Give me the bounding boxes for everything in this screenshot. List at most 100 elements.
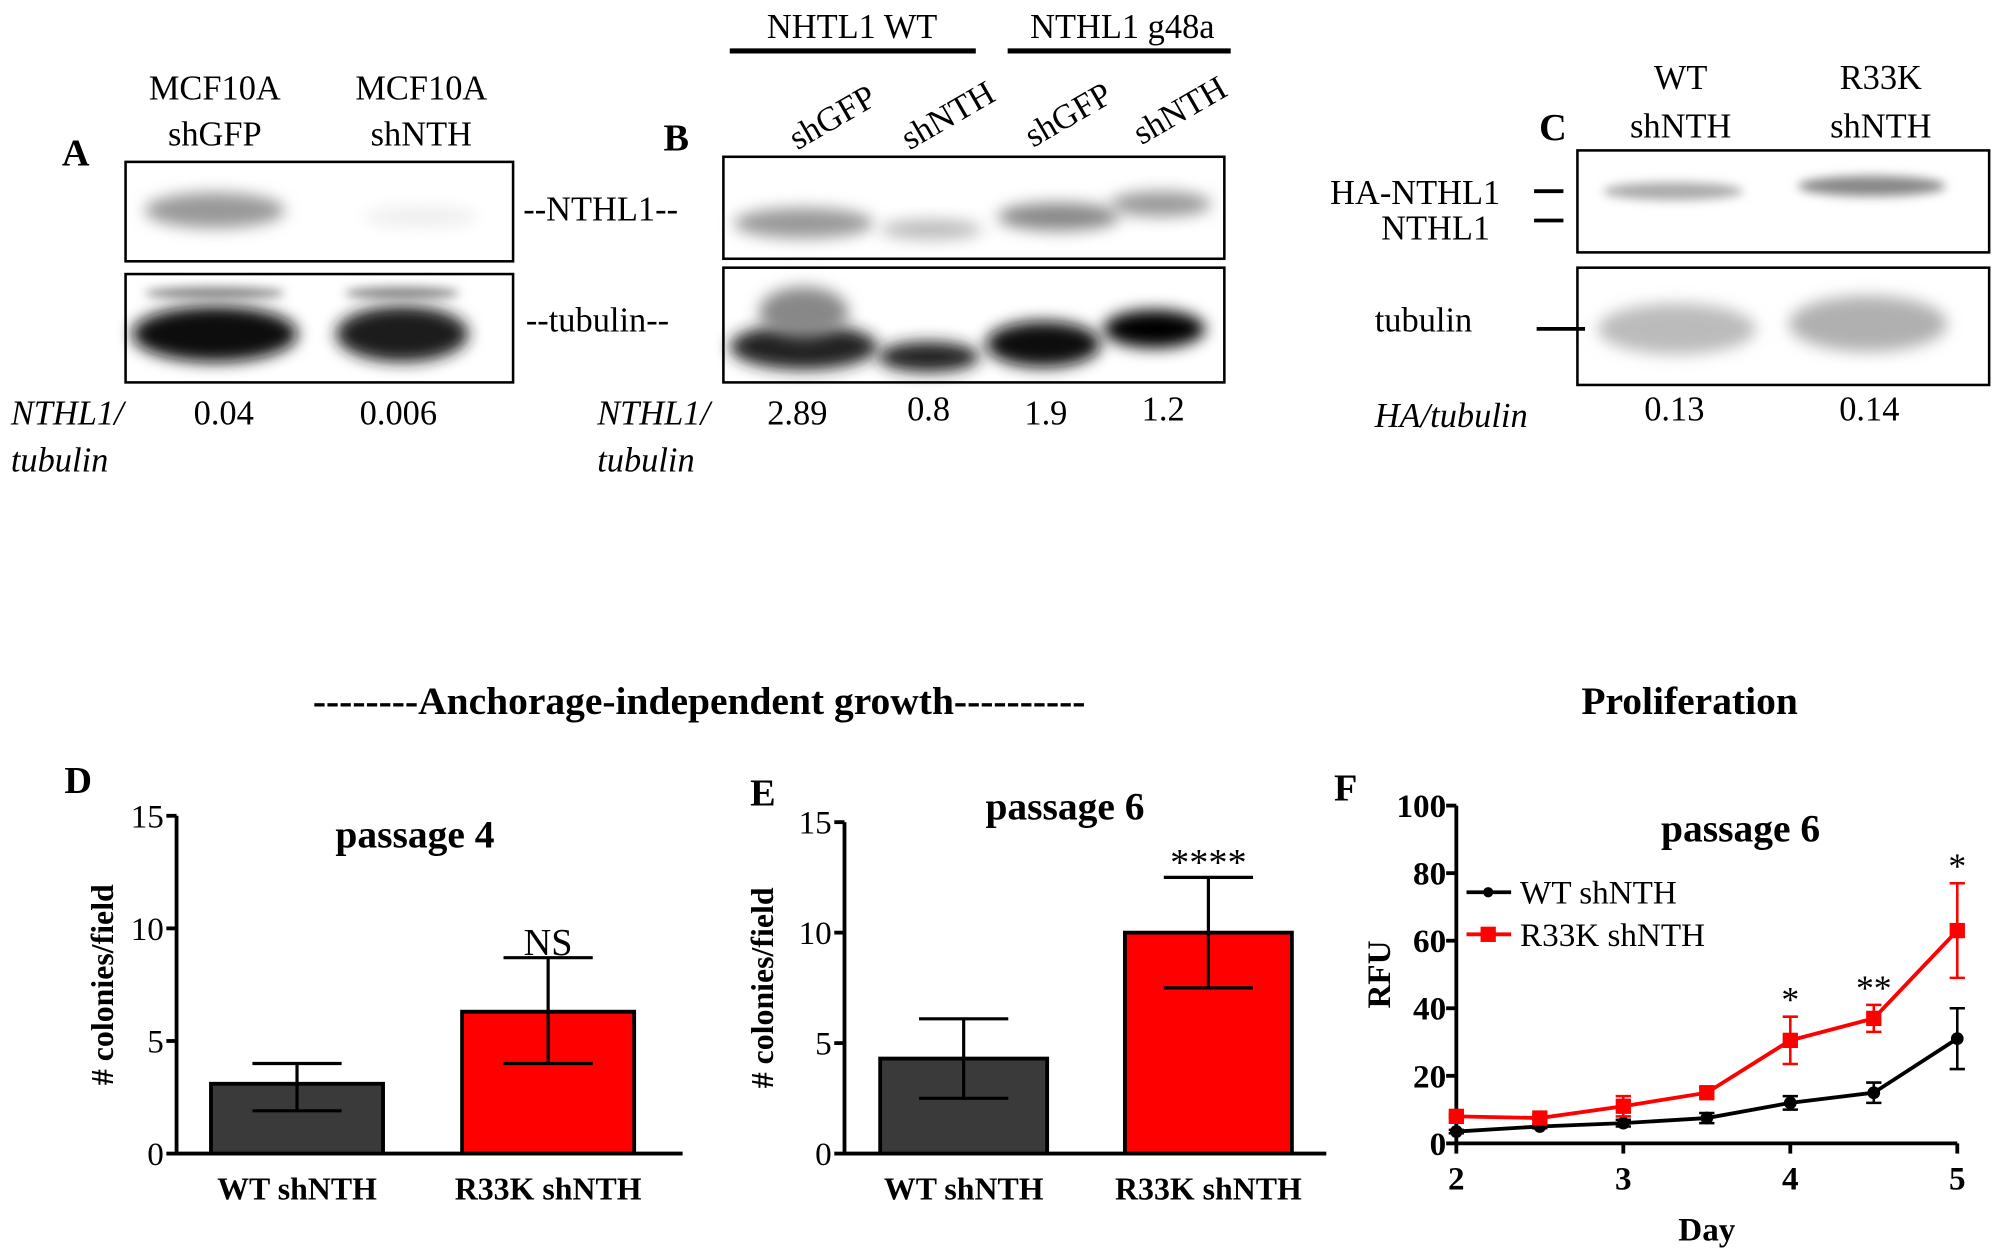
series-wt-shnth: [1448, 1006, 1965, 1138]
legend-marker: [1483, 887, 1494, 898]
ratio-value: 0.04: [194, 394, 254, 432]
y-tick-label: 100: [1396, 788, 1446, 825]
group-label: NHTL1 WT: [767, 8, 937, 46]
panel-label-c: C: [1539, 107, 1567, 149]
blot-tubulin: [722, 266, 1226, 384]
panel-label-b: B: [663, 117, 689, 159]
y-tick-label: 0: [147, 1136, 164, 1173]
ratio-label: NTHL1/: [10, 394, 127, 432]
chart-f: 0 20 40 60 80 100 2 3 4 5 Day RFU passage 6 WT shNTH R…: [1361, 788, 1966, 1248]
blot-tubulin: [1576, 266, 1991, 387]
lane-label: shGFP: [782, 78, 882, 158]
x-tick-label: 5: [1949, 1160, 1966, 1197]
lane-label: shNTH: [371, 115, 472, 153]
y-tick-label: 5: [147, 1023, 164, 1060]
lane-label: R33K: [1840, 59, 1922, 97]
data-point: [1867, 1086, 1881, 1100]
data-point: [1782, 1032, 1798, 1049]
x-tick-label: R33K shNTH: [1115, 1171, 1302, 1206]
y-tick-label: 15: [799, 805, 832, 842]
blot-nthl1: [722, 155, 1226, 261]
ratio-value: 0.14: [1839, 391, 1899, 429]
ratio-label: tubulin: [597, 442, 695, 480]
panel-label-a: A: [62, 133, 90, 175]
x-tick-label: R33K shNTH: [455, 1171, 642, 1206]
data-point: [1783, 1096, 1797, 1110]
lane-label: shNTH: [894, 74, 1001, 158]
y-tick-label: 60: [1413, 923, 1446, 960]
ratio-value: 0.006: [360, 394, 437, 432]
lane-label: MCF10A: [355, 69, 487, 107]
y-axis-label: RFU: [1361, 940, 1398, 1008]
data-point: [1615, 1098, 1631, 1114]
x-tick-label: WT shNTH: [884, 1171, 1044, 1206]
ratio-label: HA/tubulin: [1374, 397, 1528, 435]
significance-label: *: [1781, 980, 1799, 1020]
ratio-label: NTHL1/: [596, 394, 713, 432]
blot-nthl1: [124, 160, 515, 263]
panel-label-f: F: [1334, 767, 1357, 809]
panel-label-e: E: [750, 773, 776, 815]
lane-label: shGFP: [1018, 75, 1118, 155]
y-tick-label: 40: [1413, 991, 1446, 1028]
significance-label: ****: [1170, 842, 1246, 884]
ratio-value: 0.8: [907, 391, 950, 429]
error-bar: [1163, 875, 1254, 990]
chart-d: 0 5 10 15 # colonies/field passage 4 WT shNTH R…: [85, 798, 683, 1206]
significance-label: *: [1948, 846, 1966, 886]
panel-b: B NHTL1 WT NTHL1 g48a shGFP shNTH shGFP …: [596, 8, 1233, 479]
lane-label: shGFP: [168, 115, 262, 153]
data-point: [1448, 1108, 1464, 1125]
y-tick-label: 80: [1413, 856, 1446, 893]
group-label: NTHL1 g48a: [1030, 8, 1214, 46]
y-axis-label: # colonies/field: [745, 887, 780, 1088]
lane-label: WT: [1654, 59, 1708, 97]
panel-c: C WT shNTH R33K shNTH HA-NTHL1 NTHL1 tub…: [1330, 59, 1991, 435]
legend-label: R33K shNTH: [1520, 917, 1705, 954]
section-title-proliferation: Proliferation: [1581, 679, 1797, 723]
band-label-tubulin: --tubulin--: [526, 301, 669, 339]
series-r33k-shnth: [1448, 882, 1965, 1126]
error-bar: [503, 956, 593, 1066]
y-tick-label: 5: [815, 1026, 832, 1063]
section-title-anchorage: --------Anchorage-independent growth----…: [313, 679, 1086, 723]
lane-label: shNTH: [1830, 108, 1931, 146]
band-label-ha-nthl1: HA-NTHL1: [1330, 174, 1500, 212]
y-tick-label: 15: [131, 798, 164, 835]
error-bar: [919, 1017, 1009, 1100]
x-tick-label: 3: [1615, 1160, 1632, 1197]
error-bar: [252, 1061, 342, 1113]
data-point: [1532, 1110, 1548, 1126]
ratio-value: 1.2: [1142, 391, 1185, 429]
significance-label: **: [1856, 968, 1892, 1008]
x-tick-label: WT shNTH: [217, 1171, 377, 1206]
lane-label: shNTH: [1630, 108, 1731, 146]
data-point: [1699, 1085, 1715, 1101]
legend-marker: [1480, 926, 1496, 942]
blot-ha-nthl1: [1576, 149, 1991, 254]
ratio-value: 2.89: [767, 394, 827, 432]
blot-tubulin: [124, 272, 515, 384]
x-axis-label: Day: [1678, 1211, 1735, 1248]
band-label-tubulin: tubulin: [1375, 301, 1473, 339]
x-tick-label: 2: [1448, 1160, 1465, 1197]
data-point: [1616, 1116, 1630, 1130]
lane-label: shNTH: [1126, 69, 1233, 153]
y-tick-label: 0: [815, 1136, 832, 1173]
data-point: [1949, 922, 1965, 939]
ratio-value: 0.13: [1644, 391, 1704, 429]
chart-title: passage 6: [985, 785, 1144, 829]
band-label-nthl1: --NTHL1--: [523, 191, 678, 229]
data-point: [1700, 1111, 1714, 1125]
ratio-value: 1.9: [1024, 394, 1067, 432]
chart-title: passage 4: [335, 813, 494, 857]
y-tick-label: 10: [131, 911, 164, 948]
panel-label-d: D: [64, 760, 92, 802]
y-tick-label: 20: [1413, 1058, 1446, 1095]
y-axis-label: # colonies/field: [85, 884, 120, 1085]
legend-label: WT shNTH: [1520, 875, 1677, 912]
lane-label: MCF10A: [149, 69, 281, 107]
ratio-label: tubulin: [11, 442, 109, 480]
x-tick-label: 4: [1782, 1160, 1799, 1197]
